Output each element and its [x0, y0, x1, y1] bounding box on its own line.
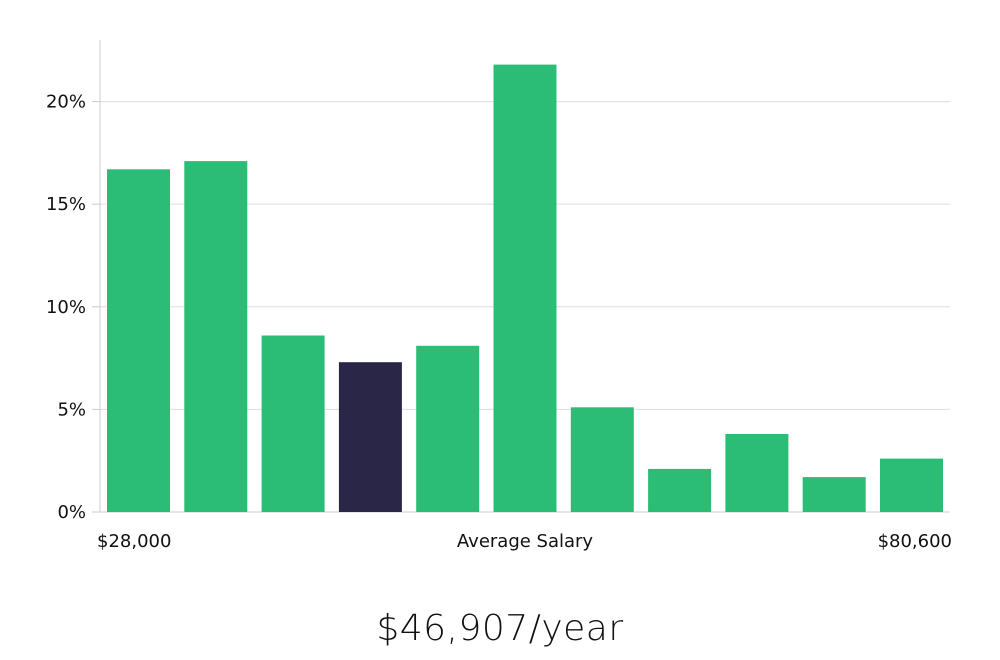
bar — [802, 477, 866, 512]
bar — [725, 434, 789, 512]
average-salary: $46,907/year — [376, 608, 624, 649]
y-tick-label: 0% — [57, 502, 86, 523]
bar — [570, 407, 634, 512]
bar — [880, 458, 943, 512]
bar — [107, 169, 170, 513]
bar-highlighted — [338, 362, 402, 512]
bar — [493, 64, 557, 512]
y-tick-label: 10% — [46, 297, 86, 318]
y-tick-labels: 0% 5% 10% 15% 20% — [46, 92, 86, 523]
y-tick-label: 5% — [57, 399, 86, 420]
salary-distribution-chart: 0% 5% 10% 15% 20% $28,000 Average Salary $80… — [46, 40, 952, 552]
y-tick-label: 15% — [46, 194, 86, 215]
bar — [416, 345, 480, 512]
x-max-label: $80,600 — [878, 531, 952, 552]
bar — [184, 161, 248, 512]
bars — [107, 64, 943, 513]
y-tick-label: 20% — [46, 92, 86, 113]
bar — [261, 335, 325, 512]
bar — [648, 468, 712, 512]
x-min-label: $28,000 — [97, 531, 171, 552]
x-axis-title: Average Salary — [457, 531, 594, 552]
